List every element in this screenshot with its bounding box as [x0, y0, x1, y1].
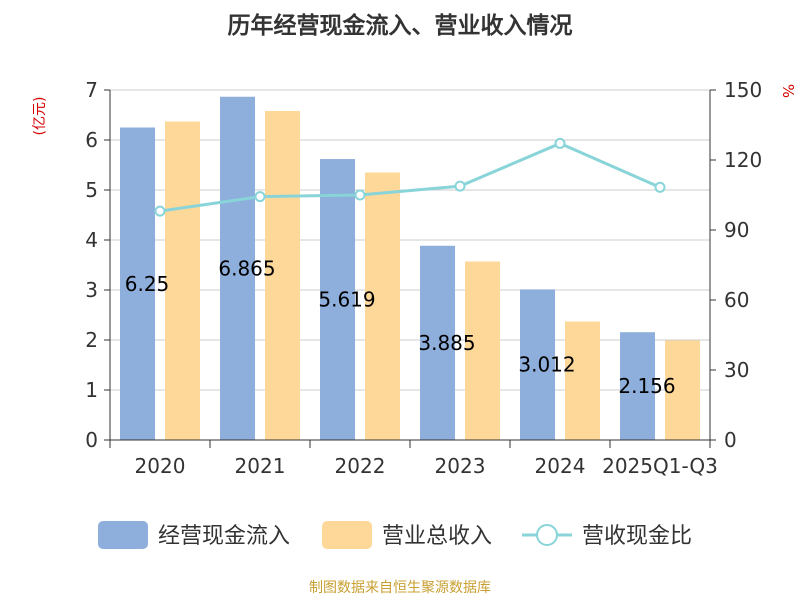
y-right-tick-label: 60 — [724, 288, 749, 312]
ratio-point — [454, 180, 466, 192]
bar-revenue — [465, 261, 500, 440]
ratio-point — [354, 189, 366, 201]
x-tick-label: 2024 — [535, 454, 586, 478]
y-left-tick-label: 5 — [85, 178, 98, 202]
y-right-tick-label: 120 — [724, 148, 762, 172]
ratio-line-path — [159, 141, 661, 213]
ratio-point — [654, 181, 666, 193]
bar-cash-inflow — [320, 159, 355, 441]
bar-cash-inflow — [520, 289, 555, 440]
bar-cash-inflow — [120, 127, 155, 440]
bar-revenue — [565, 321, 600, 440]
y-right-unit: % — [779, 84, 797, 98]
bar-revenue — [265, 111, 300, 440]
bar-revenue — [165, 121, 200, 440]
bar-data-label: 6.25 — [125, 272, 170, 296]
legend-swatch-revenue — [322, 521, 372, 549]
y-right-tick-label: 30 — [724, 358, 749, 382]
y-left-tick-label: 3 — [85, 278, 98, 302]
y-right-tick-label: 150 — [724, 78, 762, 102]
bar-cash-inflow — [220, 96, 255, 440]
y-left-tick-label: 7 — [85, 78, 98, 102]
bar-data-label: 6.865 — [218, 256, 275, 280]
legend-label-cash-inflow: 经营现金流入 — [158, 524, 290, 549]
y-left-tick-label: 1 — [85, 378, 98, 402]
legend-marker-ratio — [536, 524, 558, 546]
y-left-tick-label: 6 — [85, 128, 98, 152]
ratio-line — [154, 137, 666, 217]
x-tick-label: 2025Q1-Q3 — [602, 454, 718, 478]
bar-cash-inflow — [420, 245, 455, 440]
axes: 0 1 2 3 4 5 6 7 0 30 60 90 120 150 2020 2021 2022 2023 202… — [85, 78, 762, 478]
ratio-point — [154, 205, 166, 217]
ratio-point — [254, 191, 266, 203]
y-right-tick-label: 90 — [724, 218, 749, 242]
x-tick-label: 2021 — [235, 454, 286, 478]
x-tick-label: 2023 — [435, 454, 486, 478]
y-left-tick-label: 0 — [85, 428, 98, 452]
y-right-tick-label: 0 — [724, 428, 737, 452]
legend-swatch-cash-inflow — [98, 521, 148, 549]
x-tick-label: 2022 — [335, 454, 386, 478]
legend-label-ratio: 营收现金比 — [582, 524, 692, 549]
data-labels: 6.25 6.865 5.619 3.885 3.012 2.156 — [125, 256, 676, 398]
bar-revenue — [365, 172, 400, 440]
source-note: 制图数据来自恒生聚源数据库 — [309, 580, 491, 596]
legend: 经营现金流入 营业总收入 营收现金比 — [98, 521, 692, 549]
y-left-unit: (亿元) — [32, 97, 48, 136]
y-left-tick-label: 2 — [85, 328, 98, 352]
bars — [120, 96, 700, 441]
bar-data-label: 5.619 — [318, 288, 375, 312]
bar-data-label: 3.885 — [418, 331, 475, 355]
chart-title: 历年经营现金流入、营业收入情况 — [228, 12, 573, 39]
ratio-point — [554, 137, 566, 149]
x-tick-label: 2020 — [135, 454, 186, 478]
bar-data-label: 3.012 — [518, 353, 575, 377]
bar-revenue — [665, 340, 700, 440]
bar-cash-inflow — [620, 332, 655, 440]
bar-data-label: 2.156 — [618, 374, 675, 398]
legend-label-revenue: 营业总收入 — [382, 524, 492, 549]
y-left-tick-label: 4 — [85, 228, 98, 252]
